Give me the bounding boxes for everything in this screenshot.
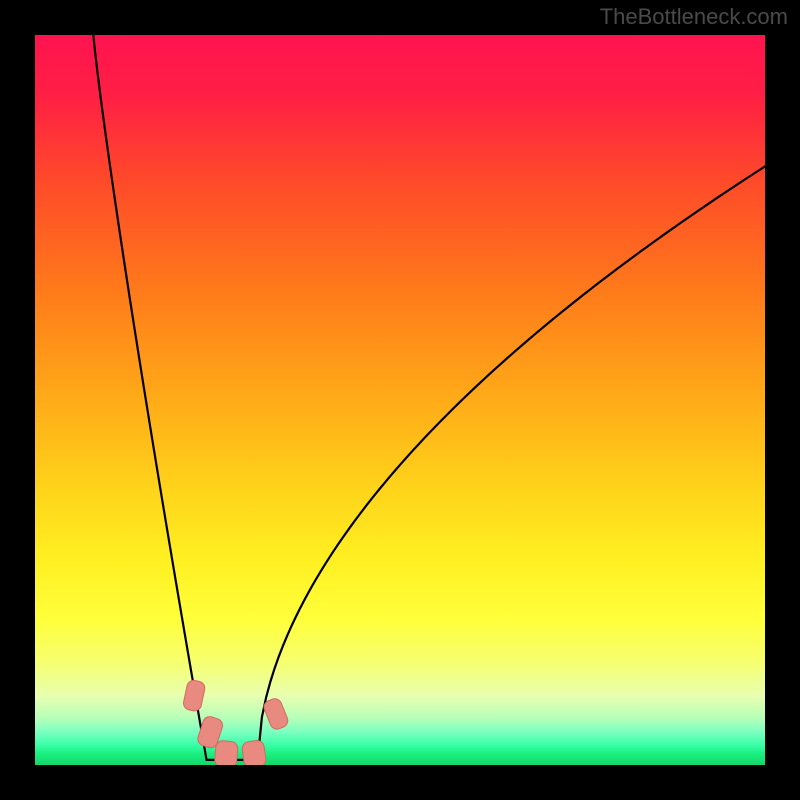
watermark-text: TheBottleneck.com <box>600 4 788 30</box>
chart-container: TheBottleneck.com <box>0 0 800 800</box>
curve-marker <box>214 740 238 765</box>
bottleneck-curve-chart <box>35 35 765 765</box>
chart-background <box>35 35 765 765</box>
curve-marker <box>241 740 266 765</box>
plot-area <box>35 35 765 765</box>
